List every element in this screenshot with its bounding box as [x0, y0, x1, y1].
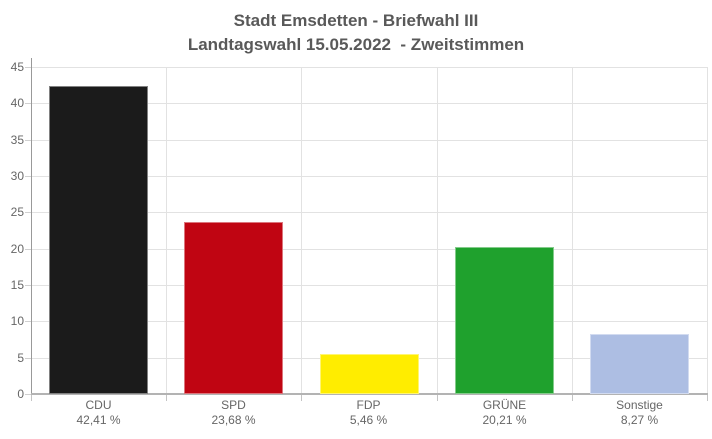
category-label-block: GRÜNE 20,21 %: [437, 398, 572, 428]
y-axis-tick: [25, 67, 31, 68]
category-label: GRÜNE: [482, 398, 527, 412]
y-gridline: [31, 249, 707, 250]
x-gridline: [572, 67, 573, 394]
y-axis-tick: [25, 176, 31, 177]
value-label: 23,68 %: [211, 413, 256, 427]
y-gridline: [31, 176, 707, 177]
y-axis-tick: [25, 212, 31, 213]
y-axis-tick-label: 0: [17, 387, 24, 401]
x-gridline: [301, 67, 302, 394]
y-gridline: [31, 103, 707, 104]
value-label: 20,21 %: [482, 413, 527, 427]
x-gridline: [166, 67, 167, 394]
y-axis-tick: [25, 249, 31, 250]
y-axis-line: [31, 58, 32, 394]
y-axis-tick-label: 10: [10, 314, 24, 328]
y-axis-tick-label: 5: [17, 351, 24, 365]
x-axis-baseline: [31, 393, 708, 395]
value-label: 5,46 %: [349, 413, 388, 427]
y-gridline: [31, 67, 707, 68]
x-axis-tick: [166, 394, 167, 401]
bar-fdp: [320, 354, 419, 394]
chart-title-line1: Stadt Emsdetten - Briefwahl III: [233, 11, 479, 30]
y-axis-tick-label: 40: [10, 96, 24, 110]
y-axis-tick: [25, 358, 31, 359]
x-gridline: [437, 67, 438, 394]
x-axis-tick: [301, 394, 302, 401]
y-axis-tick-label: 15: [10, 278, 24, 292]
category-label-block: SPD 23,68 %: [166, 398, 301, 428]
y-axis-tick-label: 45: [10, 60, 24, 74]
x-axis-tick: [707, 394, 708, 401]
x-gridline: [707, 67, 708, 394]
x-axis-tick: [572, 394, 573, 401]
value-label: 8,27 %: [620, 413, 659, 427]
y-axis-tick-label: 35: [10, 133, 24, 147]
y-gridline: [31, 285, 707, 286]
x-axis-tick: [31, 394, 32, 401]
y-gridline: [31, 140, 707, 141]
chart-title-line2: Landtagswahl 15.05.2022 - Zweitstimmen: [187, 35, 525, 54]
category-label-block: FDP 5,46 %: [301, 398, 436, 428]
category-label-block: Sonstige 8,27 %: [572, 398, 707, 428]
y-axis-tick: [25, 103, 31, 104]
y-axis-tick-label: 25: [10, 205, 24, 219]
bar-grüne: [455, 247, 554, 394]
y-axis-tick: [25, 140, 31, 141]
bar-sonstige: [590, 334, 689, 394]
y-gridline: [31, 212, 707, 213]
y-axis-tick: [25, 285, 31, 286]
bar-cdu: [49, 86, 148, 394]
category-label: FDP: [356, 398, 381, 412]
y-axis-tick: [25, 321, 31, 322]
category-label: SPD: [221, 398, 246, 412]
y-gridline: [31, 321, 707, 322]
chart-title: Stadt Emsdetten - Briefwahl III Landtags…: [0, 9, 712, 57]
y-axis-tick-label: 20: [10, 242, 24, 256]
category-label: Sonstige: [616, 398, 663, 412]
category-label-block: CDU 42,41 %: [31, 398, 166, 428]
category-label: CDU: [85, 398, 112, 412]
y-axis-tick: [25, 394, 31, 395]
x-axis-tick: [437, 394, 438, 401]
value-label: 42,41 %: [76, 413, 121, 427]
y-axis-tick-label: 30: [10, 169, 24, 183]
bar-spd: [184, 222, 283, 394]
